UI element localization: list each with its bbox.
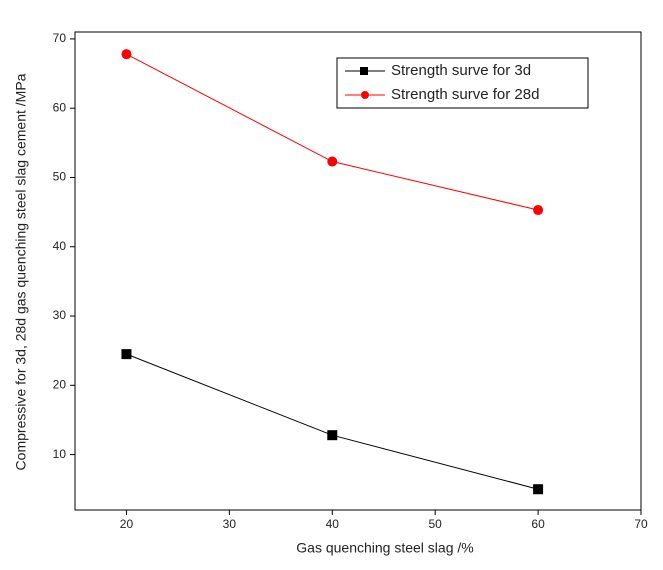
legend-marker xyxy=(360,67,368,75)
marker xyxy=(121,349,132,360)
y-tick-label: 30 xyxy=(53,308,67,322)
y-tick-label: 10 xyxy=(53,447,67,461)
y-tick-label: 60 xyxy=(53,100,67,114)
legend-box xyxy=(336,57,589,109)
series-line xyxy=(126,353,539,490)
marker xyxy=(533,205,544,216)
marker xyxy=(327,156,338,167)
marker xyxy=(327,430,338,441)
x-tick-label: 40 xyxy=(326,517,340,531)
y-tick-label: 20 xyxy=(53,377,67,391)
x-axis-label: Gas quenching steel slag /% xyxy=(296,540,473,556)
x-tick-label: 50 xyxy=(429,517,443,531)
y-tick-label: 40 xyxy=(53,239,67,253)
plot-frame xyxy=(74,31,642,511)
x-tick-label: 20 xyxy=(120,517,134,531)
marker xyxy=(121,49,132,60)
y-axis-label: Compressive for 3d, 28d gas quenching st… xyxy=(13,73,29,470)
x-tick-label: 30 xyxy=(223,517,237,531)
y-tick-label: 70 xyxy=(53,31,67,45)
marker xyxy=(533,484,544,495)
legend-label: Strength surve for 3d xyxy=(391,62,531,79)
x-tick-label: 60 xyxy=(531,517,545,531)
legend-label: Strength surve for 28d xyxy=(391,86,539,103)
y-tick-label: 50 xyxy=(53,170,67,184)
legend-marker xyxy=(361,91,369,99)
x-tick-label: 70 xyxy=(634,517,648,531)
